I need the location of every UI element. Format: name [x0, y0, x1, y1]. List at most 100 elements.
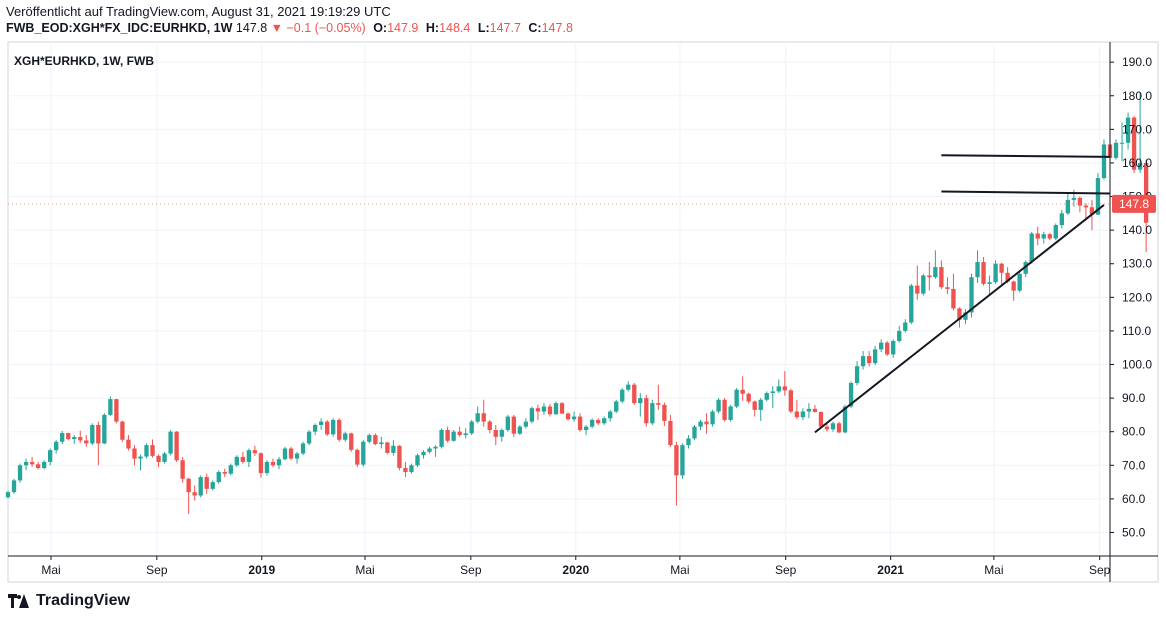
candle-body [445, 430, 450, 441]
candle [589, 418, 595, 429]
candle [1137, 92, 1143, 174]
candle [349, 432, 354, 452]
candle [1077, 196, 1083, 213]
candle [463, 428, 468, 439]
y-tick-label: 70.0 [1122, 458, 1146, 472]
candle [788, 388, 794, 414]
candle-body [246, 450, 252, 462]
candle-body [885, 342, 890, 355]
candle-body [993, 263, 998, 283]
candle-body [306, 431, 312, 444]
candle [523, 418, 529, 429]
candle-body [5, 492, 11, 498]
candle [1059, 209, 1064, 229]
y-tick-label: 180.0 [1122, 89, 1152, 103]
candle [734, 388, 739, 409]
candle [770, 386, 775, 409]
candle [373, 433, 378, 446]
candle-body [644, 398, 649, 424]
candle [126, 435, 131, 451]
candle [210, 480, 215, 491]
candle-body [120, 421, 125, 440]
candle [620, 388, 625, 404]
candle-body [228, 465, 233, 474]
candle-body [258, 453, 264, 474]
candle-body [1077, 197, 1083, 206]
y-tick-label: 100.0 [1122, 358, 1152, 372]
candle-body [860, 356, 866, 367]
candle-body [1029, 233, 1034, 263]
candle [975, 250, 980, 283]
candle-body [150, 445, 155, 456]
candle-body [126, 439, 131, 449]
candle-body [54, 441, 59, 451]
candle-body [463, 433, 468, 436]
candle [1047, 232, 1052, 241]
x-tick-label: Mai [355, 563, 374, 577]
candle-body [1053, 225, 1058, 239]
x-tick-label: Sep [1089, 563, 1111, 577]
candle [547, 403, 553, 417]
candle-body [180, 460, 185, 479]
x-tick-label: Sep [775, 563, 797, 577]
candle [891, 339, 896, 358]
brand-name: TradingView [36, 592, 130, 609]
candle-body [318, 421, 324, 425]
candle-body [921, 275, 926, 294]
candle-body [174, 431, 179, 461]
candle-body [879, 342, 884, 350]
candle-body [692, 426, 697, 439]
candle [939, 260, 944, 289]
y-tick-label: 140.0 [1122, 223, 1152, 237]
candle [866, 351, 872, 367]
chart-frame [7, 41, 1159, 583]
trendlines [814, 154, 1111, 434]
candle [999, 262, 1004, 286]
candle [186, 477, 191, 515]
candle [54, 440, 59, 454]
candle [794, 399, 800, 420]
candle-body [288, 448, 294, 459]
candle [830, 421, 836, 432]
candle-body [1131, 117, 1137, 170]
candle [608, 409, 613, 422]
x-tick-label: 2021 [877, 563, 904, 577]
candle [1083, 203, 1089, 220]
candle-body [758, 399, 763, 410]
candle [728, 404, 733, 422]
tradingview-logo[interactable]: TradingView [8, 592, 130, 610]
candle [981, 257, 986, 286]
candle [987, 275, 992, 296]
trendline [941, 154, 1111, 158]
candle [138, 454, 143, 471]
candle-body [96, 424, 101, 444]
x-axis[interactable]: Mai Sep 2019 Mai Sep 2020 Mai Sep 2021 Mai Sep [8, 555, 1158, 577]
candle [1119, 122, 1125, 162]
candle [114, 398, 119, 424]
candle-body [433, 446, 438, 449]
y-tick-label: 110.0 [1122, 324, 1151, 338]
legend-last-value: 147.8 [235, 21, 268, 35]
candle [722, 398, 727, 422]
candle-body [379, 442, 384, 445]
candle-body [981, 262, 986, 284]
y-axis[interactable]: 50.0 60.0 70.0 80.0 90.0 100.0 110.0 120.0 130.0… [1109, 42, 1156, 582]
candle-body [385, 442, 390, 453]
candle [391, 440, 396, 456]
candle-body [102, 414, 107, 444]
candle-body [782, 386, 787, 391]
last-price-label: 147.8 [1119, 197, 1149, 211]
candle-body [475, 413, 480, 422]
candle [367, 433, 372, 444]
candle [752, 400, 757, 417]
candle [909, 283, 914, 325]
candle-body [337, 419, 342, 440]
candle [397, 445, 402, 471]
candle-body [47, 450, 53, 462]
candle [626, 381, 631, 392]
candle-body [601, 418, 607, 424]
candle [312, 423, 318, 436]
legend-change: ▼ −0.1 (−0.05%) [270, 21, 366, 35]
candle [571, 411, 577, 422]
